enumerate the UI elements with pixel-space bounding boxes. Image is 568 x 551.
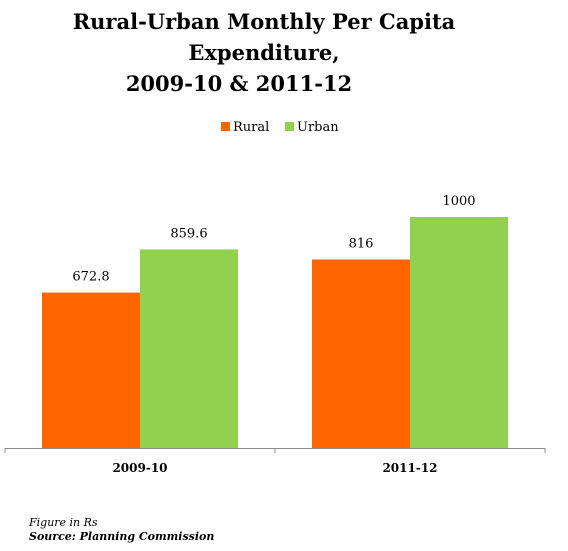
bar-urban-2011-12 bbox=[410, 217, 508, 448]
unit-note: Figure in Rs bbox=[29, 516, 98, 529]
legend-swatch-urban bbox=[285, 122, 294, 131]
data-label-rural-2009-10: 672.8 bbox=[72, 270, 109, 285]
legend-label-urban: Urban bbox=[297, 120, 339, 135]
chart-title-line-2: 2009-10 & 2011-12 bbox=[125, 71, 353, 96]
source-note: Source: Planning Commission bbox=[29, 530, 215, 543]
x-tick-label-2011-12: 2011-12 bbox=[382, 461, 437, 475]
bar-rural-2011-12 bbox=[312, 259, 410, 448]
legend-swatch-rural bbox=[221, 122, 230, 131]
data-label-urban-2011-12: 1000 bbox=[442, 194, 475, 209]
legend-label-rural: Rural bbox=[233, 120, 269, 135]
chart-title-line-1: Rural-Urban Monthly Per Capita Expenditu… bbox=[72, 9, 456, 65]
bar-rural-2009-10 bbox=[42, 292, 140, 448]
chart-title: Rural-Urban Monthly Per Capita Expenditu… bbox=[0, 6, 568, 99]
bar-urban-2009-10 bbox=[140, 249, 238, 448]
data-label-urban-2009-10: 859.6 bbox=[170, 226, 207, 241]
x-tick-label-2009-10: 2009-10 bbox=[112, 461, 167, 475]
data-label-rural-2011-12: 816 bbox=[349, 237, 374, 252]
